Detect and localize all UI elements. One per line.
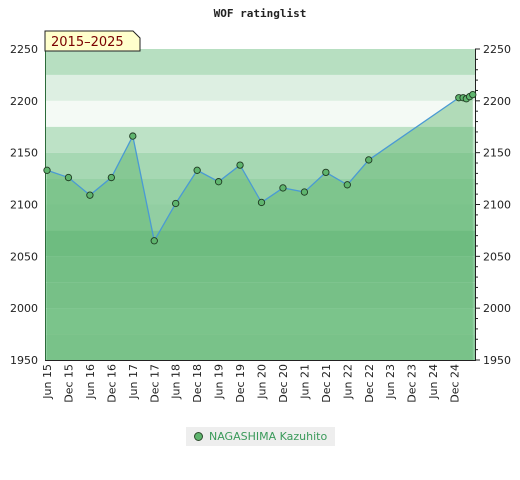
- band-2000: [45, 282, 475, 309]
- y-tick-left-2250: 2250: [10, 43, 38, 56]
- x-tick-16: Jun 23: [384, 364, 397, 400]
- data-point-4: [129, 132, 137, 140]
- data-point-11: [279, 184, 287, 192]
- x-tick-18: Jun 24: [427, 364, 440, 400]
- x-tick-1: Dec 15: [62, 364, 75, 403]
- y-tick-left-2000: 2000: [10, 302, 38, 315]
- y-tick-left-2150: 2150: [10, 147, 38, 160]
- period-label: 2015–2025: [51, 35, 124, 50]
- band-1975: [45, 308, 475, 335]
- y-tick-right-2000: 2000: [483, 302, 511, 315]
- data-point-10: [257, 198, 266, 207]
- x-tick-0: Jun 15: [41, 364, 54, 400]
- x-tick-9: Dec 19: [234, 364, 247, 403]
- x-tick-12: Jun 21: [298, 364, 311, 400]
- data-point-12: [300, 188, 309, 196]
- y-tick-right-2050: 2050: [483, 250, 511, 263]
- data-point-6: [172, 199, 180, 208]
- x-tick-19: Dec 24: [449, 364, 462, 403]
- x-tick-13: Dec 21: [320, 364, 333, 403]
- rating-area: [47, 94, 473, 360]
- x-tick-2: Jun 16: [84, 364, 97, 400]
- y-tick-right-2250: 2250: [483, 43, 511, 56]
- data-point-7: [193, 166, 201, 174]
- y-axis-right: 1950 2000 2050 2100 2150 2200 2250: [475, 43, 511, 367]
- band-2150: [45, 126, 475, 153]
- data-point-14: [343, 181, 351, 189]
- band-2200: [45, 74, 475, 101]
- x-tick-14: Jun 22: [341, 364, 354, 400]
- x-tick-8: Jun 19: [213, 364, 226, 400]
- data-point-15: [365, 156, 373, 164]
- data-point-1: [64, 173, 73, 182]
- data-point-5: [150, 237, 158, 245]
- legend-marker-icon: [194, 432, 203, 441]
- period-badge: 2015–2025: [44, 30, 141, 52]
- data-point-9: [236, 161, 244, 169]
- data-point-3: [107, 173, 116, 182]
- band-2075: [45, 204, 475, 231]
- x-tick-7: Dec 18: [191, 364, 204, 403]
- rating-bands: [45, 49, 475, 360]
- right-minor-ticks: [475, 58, 478, 351]
- x-tick-4: Jun 17: [127, 364, 140, 400]
- data-points: [43, 90, 477, 245]
- band-2050: [45, 230, 475, 257]
- band-1950: [45, 334, 475, 360]
- x-axis: Jun 15 Dec 15 Jun 16 Dec 16 Jun 17 Dec 17 Jun …: [41, 364, 462, 403]
- y-tick-right-2150: 2150: [483, 147, 511, 160]
- y-tick-right-2100: 2100: [483, 199, 511, 212]
- x-tick-17: Dec 23: [406, 364, 419, 403]
- x-tick-5: Dec 17: [148, 364, 161, 403]
- data-point-8: [214, 178, 223, 186]
- y-tick-right-2200: 2200: [483, 95, 511, 108]
- data-point-0: [43, 166, 51, 174]
- data-point-20: [469, 90, 477, 99]
- band-2225: [45, 49, 475, 75]
- x-tick-10: Jun 20: [256, 364, 269, 400]
- band-2025: [45, 256, 475, 283]
- x-tick-6: Jun 18: [170, 364, 183, 400]
- data-point-13: [322, 168, 330, 177]
- legend-label: NAGASHIMA Kazuhito: [209, 430, 328, 443]
- data-point-2: [86, 191, 94, 199]
- y-tick-left-2050: 2050: [10, 250, 38, 263]
- band-2175: [45, 100, 475, 127]
- y-tick-left-2100: 2100: [10, 199, 38, 212]
- x-tick-11: Dec 20: [277, 364, 290, 403]
- x-tick-3: Dec 16: [105, 364, 118, 403]
- legend: NAGASHIMA Kazuhito: [186, 427, 336, 446]
- y-tick-left-1950: 1950: [10, 354, 38, 367]
- band-2125: [45, 152, 475, 179]
- chart-title: WOF ratinglist: [214, 7, 307, 20]
- y-tick-right-1950: 1950: [483, 354, 511, 367]
- x-tick-15: Dec 22: [363, 364, 376, 403]
- y-tick-left-2200: 2200: [10, 95, 38, 108]
- y-axis-left: 1950 2000 2050 2100 2150 2200 2250: [10, 43, 38, 367]
